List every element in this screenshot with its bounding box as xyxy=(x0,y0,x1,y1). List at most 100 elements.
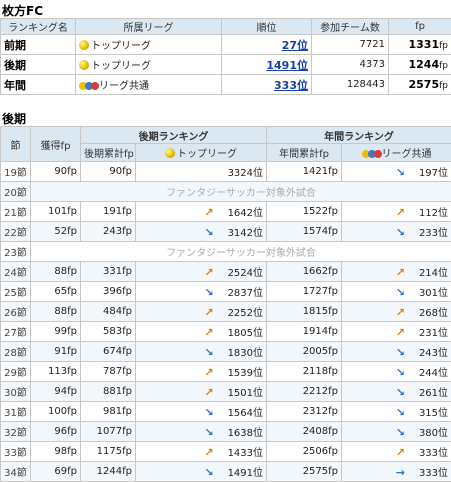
setsu-cell: 26節 xyxy=(1,302,31,322)
nenkan-cum-cell: 1727fp xyxy=(267,282,342,302)
nenkan-rank-cell: ↘197位 xyxy=(342,162,451,182)
nenkan-rank-cell: ↘315位 xyxy=(342,402,451,422)
summary-label: 前期 xyxy=(1,35,76,55)
nenkan-rank-value: 243位 xyxy=(419,348,448,359)
kouki-cum-cell: 191fp xyxy=(81,202,136,222)
summary-rank-link[interactable]: 27位 xyxy=(282,39,308,52)
nenkan-rank-value: 233位 xyxy=(419,228,448,239)
excluded-match-note: ファンタジーサッカー対象外試合 xyxy=(31,182,451,202)
setsu-cell: 28節 xyxy=(1,342,31,362)
nenkan-rank-value: 112位 xyxy=(419,208,448,219)
nenkan-rank-cell: ↘380位 xyxy=(342,422,451,442)
header-nenkan-group: 年間ランキング xyxy=(267,127,451,144)
rank-up-arrow-icon: ↗ xyxy=(204,446,213,459)
nenkan-rank-value: 333位 xyxy=(419,468,448,479)
rank-up-arrow-icon: ↗ xyxy=(396,446,405,459)
kouki-rank-cell: ↘ 1830位 xyxy=(136,342,267,362)
nenkan-cum-cell: 1815fp xyxy=(267,302,342,322)
setsu-cell: 24節 xyxy=(1,262,31,282)
summary-fp-value: 1331 xyxy=(408,38,439,51)
summary-teams: 128443 xyxy=(312,75,389,95)
rank-down-arrow-icon: ↘ xyxy=(396,346,405,359)
setsu-cell: 34節 xyxy=(1,462,31,482)
gain-cell: 98fp xyxy=(31,442,81,462)
nenkan-cum-cell: 1914fp xyxy=(267,322,342,342)
rank-up-arrow-icon: ↗ xyxy=(396,206,405,219)
kouki-rank-value: 1830位 xyxy=(228,348,263,359)
summary-fp-value: 2575 xyxy=(408,78,439,91)
gain-cell: 88fp xyxy=(31,302,81,322)
kouki-rank-cell: ↗ 1433位 xyxy=(136,442,267,462)
setsu-cell: 32節 xyxy=(1,422,31,442)
season-title: 後期 xyxy=(2,110,26,127)
nenkan-cum-cell: 2212fp xyxy=(267,382,342,402)
summary-rank-cell: 333位 xyxy=(222,75,312,95)
summary-teams: 7721 xyxy=(312,35,389,55)
summary-label: 後期 xyxy=(1,55,76,75)
nenkan-rank-cell: ↗231位 xyxy=(342,322,451,342)
nenkan-rank-cell: ↗214位 xyxy=(342,262,451,282)
nenkan-cum-cell: 2118fp xyxy=(267,362,342,382)
nenkan-rank-value: 301位 xyxy=(419,288,448,299)
excluded-match-note: ファンタジーサッカー対象外試合 xyxy=(31,242,451,262)
setsu-cell: 21節 xyxy=(1,202,31,222)
summary-league: リーグ共通 xyxy=(76,75,222,95)
setsu-cell: 29節 xyxy=(1,362,31,382)
soccer-ball-icon xyxy=(79,60,89,70)
summary-fp: 1244fp xyxy=(389,55,451,75)
nenkan-cum-cell: 1421fp xyxy=(267,162,342,182)
rank-up-arrow-icon: ↗ xyxy=(204,306,213,319)
rank-down-arrow-icon: ↘ xyxy=(396,426,405,439)
summary-rank-link[interactable]: 1491位 xyxy=(266,59,308,72)
kouki-rank-value: 1433位 xyxy=(228,448,263,459)
kouki-rank-value: 1491位 xyxy=(228,468,263,479)
header-kouki-group: 後期ランキング xyxy=(81,127,267,144)
gain-cell: 99fp xyxy=(31,322,81,342)
header-kouki-cum: 後期累計fp xyxy=(81,144,136,162)
rank-up-arrow-icon: ↗ xyxy=(396,326,405,339)
nenkan-cum-cell: 1662fp xyxy=(267,262,342,282)
soccer-ball-icon xyxy=(79,40,89,50)
summary-league-name: トップリーグ xyxy=(91,61,151,72)
nenkan-rank-cell: ↗268位 xyxy=(342,302,451,322)
summary-fp: 2575fp xyxy=(389,75,451,95)
nenkan-cum-cell: 1522fp xyxy=(267,202,342,222)
setsu-cell: 23節 xyxy=(1,242,31,262)
rank-up-arrow-icon: ↗ xyxy=(204,266,213,279)
kouki-cum-cell: 583fp xyxy=(81,322,136,342)
rank-down-arrow-icon: ↘ xyxy=(204,346,213,359)
summary-league-name: トップリーグ xyxy=(91,41,151,52)
kouki-rank-value: 2252位 xyxy=(228,308,263,319)
rank-up-arrow-icon: ↗ xyxy=(396,306,405,319)
kouki-rank-cell: ↘3142位 xyxy=(136,222,267,242)
rank-up-arrow-icon: ↗ xyxy=(204,326,213,339)
summary-rank-link[interactable]: 333位 xyxy=(274,79,308,92)
nenkan-rank-cell: ↘ 243位 xyxy=(342,342,451,362)
rank-down-arrow-icon: ↘ xyxy=(396,366,405,379)
setsu-cell: 27節 xyxy=(1,322,31,342)
weekly-table: 節 獲得fp 後期ランキング 年間ランキング 後期累計fp トップリーグ 年間累… xyxy=(0,126,451,482)
nenkan-cum-cell: 2005fp xyxy=(267,342,342,362)
kouki-cum-cell: 243fp xyxy=(81,222,136,242)
nenkan-cum-cell: 2506fp xyxy=(267,442,342,462)
nenkan-rank-value: 333位 xyxy=(419,448,448,459)
kouki-cum-cell: 1244fp xyxy=(81,462,136,482)
kouki-rank-cell: ↗1539位 xyxy=(136,362,267,382)
rank-down-arrow-icon: ↘ xyxy=(204,226,213,239)
club-title: 枚方FC xyxy=(2,2,43,19)
rank-down-arrow-icon: ↘ xyxy=(204,406,213,419)
nenkan-rank-value: 214位 xyxy=(419,268,448,279)
kouki-rank-cell: ↘1638位 xyxy=(136,422,267,442)
kouki-rank-value: 3324位 xyxy=(228,168,263,179)
